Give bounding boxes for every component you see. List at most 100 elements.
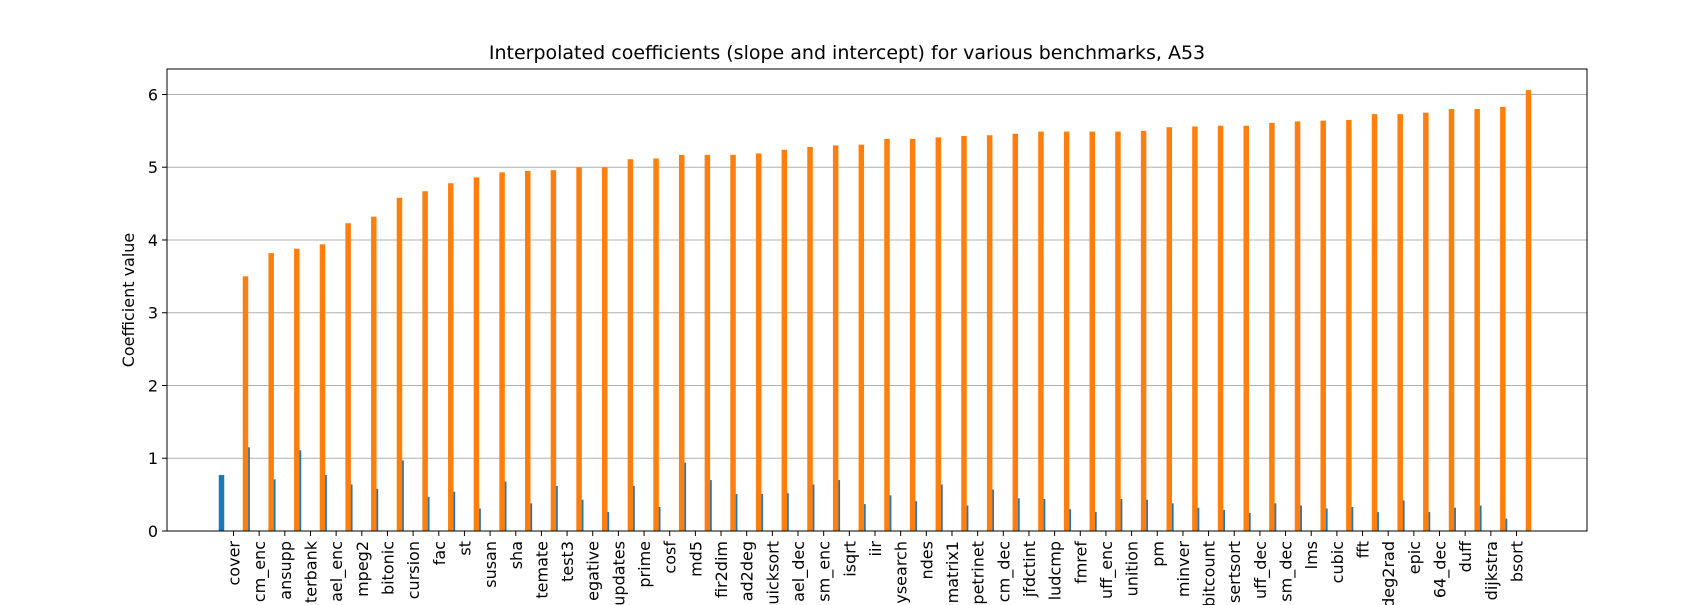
bar-series-2-ndes bbox=[935, 137, 942, 531]
y-tick-label: 4 bbox=[148, 231, 158, 250]
x-tick-label: petrinet bbox=[969, 541, 988, 605]
bar-series-2-bsort bbox=[1525, 90, 1532, 531]
bar-series-2-cm_dec bbox=[1012, 133, 1019, 532]
grid-lines bbox=[167, 93, 1587, 532]
bar-series-2-ael_enc bbox=[345, 223, 351, 531]
bar-series-2-updates bbox=[627, 159, 634, 531]
x-tick-label: minver bbox=[1174, 541, 1193, 597]
bar-series-2-jfdctint bbox=[1038, 131, 1044, 532]
bar-series-2-dijkstra bbox=[1500, 106, 1506, 531]
bar-series-2-md5 bbox=[704, 154, 711, 531]
bar-series-2-cover bbox=[242, 276, 249, 531]
bar-series-2-mpeg2 bbox=[371, 216, 377, 531]
y-ticks: 0 1 2 3 4 5 6 bbox=[148, 85, 167, 541]
x-tick-label: fir2dim bbox=[712, 541, 731, 598]
x-tick-label: deg2rad bbox=[1379, 541, 1398, 605]
x-tick-label: st bbox=[455, 541, 474, 556]
bar-series-2-cm_enc bbox=[268, 253, 274, 531]
bar-series-2-temate bbox=[550, 170, 557, 531]
bar-series-2-uicksort bbox=[781, 149, 788, 532]
y-tick-label: 3 bbox=[148, 304, 158, 323]
chart-title: Interpolated coefficients (slope and int… bbox=[489, 42, 1205, 64]
bar-series-2-sha bbox=[525, 170, 531, 531]
bar-series-2-cosf bbox=[678, 154, 685, 531]
x-tick-label: cursion bbox=[404, 541, 423, 599]
bar-series-2-unition bbox=[1140, 130, 1147, 531]
x-tick-label: uicksort bbox=[763, 541, 782, 605]
bar-series-2-susan bbox=[499, 172, 505, 531]
x-tick-label: epic bbox=[1405, 541, 1424, 574]
y-axis-label: Coefficient value bbox=[119, 233, 138, 368]
bars bbox=[218, 90, 1532, 532]
x-tick-label: terbank bbox=[301, 540, 320, 603]
y-tick-label: 5 bbox=[148, 158, 158, 177]
bar-series-2-bitonic bbox=[396, 197, 403, 531]
x-tick-label: susan bbox=[481, 541, 500, 588]
x-tick-label: egative bbox=[584, 541, 603, 601]
bar-series-2-matrix1 bbox=[961, 135, 967, 532]
bar-series-2-minver bbox=[1192, 126, 1198, 531]
x-tick-label: sha bbox=[507, 541, 526, 569]
bar-series-2-lms bbox=[1320, 120, 1326, 532]
bar-series-2-duff bbox=[1474, 109, 1480, 531]
bar-series-2-sm_dec bbox=[1294, 121, 1301, 532]
bar-series-2-uff_dec bbox=[1269, 122, 1275, 532]
bar-series-2-isqrt bbox=[858, 144, 865, 531]
x-tick-label: ndes bbox=[917, 541, 936, 579]
bar-series-2-ysearch bbox=[909, 138, 916, 531]
x-tick-label: uff_enc bbox=[1097, 541, 1117, 599]
bar-series-2-iir bbox=[884, 138, 890, 531]
x-tick-label: bitcount bbox=[1200, 541, 1219, 605]
y-tick-label: 6 bbox=[148, 85, 158, 104]
bar-series-2-pm bbox=[1166, 127, 1173, 532]
bar-series-2-ansupp bbox=[294, 248, 300, 531]
bar-series-1-cover bbox=[218, 474, 225, 531]
x-tick-label: cm_enc bbox=[250, 541, 270, 602]
x-tick-label: bsort bbox=[1508, 541, 1527, 582]
x-tick-label: lms bbox=[1302, 541, 1321, 569]
bar-series-2-ael_dec bbox=[807, 146, 813, 531]
x-tick-label: fmref bbox=[1071, 541, 1090, 584]
x-tick-label: pm bbox=[1148, 541, 1167, 567]
bar-series-2-fir2dim bbox=[730, 154, 736, 531]
plot-frame bbox=[166, 68, 1588, 532]
x-tick-label: jfdctint bbox=[1020, 541, 1039, 598]
bar-series-2-fac bbox=[448, 183, 454, 531]
x-tick-label: iir bbox=[866, 541, 885, 557]
bar-series-2-egative bbox=[601, 167, 608, 532]
x-tick-label: fac bbox=[430, 541, 449, 565]
bar-series-2-deg2rad bbox=[1397, 114, 1403, 532]
x-tick-label: matrix1 bbox=[943, 541, 962, 603]
bar-series-2-terbank bbox=[319, 244, 326, 531]
x-tick-label: updates bbox=[609, 541, 628, 605]
bar-series-2-64_dec bbox=[1448, 109, 1455, 531]
x-tick-label: md5 bbox=[686, 541, 705, 577]
x-tick-label: cover bbox=[225, 541, 244, 586]
x-tick-label: ysearch bbox=[892, 541, 911, 604]
x-tick-label: ludcmp bbox=[1046, 541, 1065, 600]
x-tick-label: unition bbox=[1123, 541, 1142, 596]
x-tick-label: ael_dec bbox=[789, 541, 809, 602]
bar-series-2-cubic bbox=[1346, 119, 1352, 531]
bar-series-2-fft bbox=[1371, 114, 1378, 532]
bar-series-2-test3 bbox=[576, 167, 582, 532]
x-tick-label: cubic bbox=[1328, 541, 1347, 583]
x-tick-label: temate bbox=[532, 541, 551, 599]
bar-series-2-bitcount bbox=[1217, 125, 1224, 531]
bar-series-2-ad2deg bbox=[755, 153, 762, 531]
x-tick-label: isqrt bbox=[840, 541, 859, 577]
x-tick-label: 64_dec bbox=[1431, 541, 1451, 598]
x-tick-label: test3 bbox=[558, 541, 577, 582]
bar-series-2-cursion bbox=[422, 191, 428, 531]
bar-series-2-uff_enc bbox=[1115, 131, 1121, 532]
bar-series-2-st bbox=[473, 177, 480, 531]
bar-series-2-fmref bbox=[1089, 131, 1096, 532]
bar-series-2-epic bbox=[1423, 112, 1429, 532]
bar-series-2-petrinet bbox=[986, 135, 993, 531]
x-tick-label: ael_enc bbox=[327, 541, 347, 602]
bar-series-2-prime bbox=[653, 158, 659, 532]
x-tick-label: ansupp bbox=[276, 541, 295, 600]
y-tick-label: 2 bbox=[148, 376, 158, 395]
x-tick-label: bitonic bbox=[378, 541, 397, 595]
